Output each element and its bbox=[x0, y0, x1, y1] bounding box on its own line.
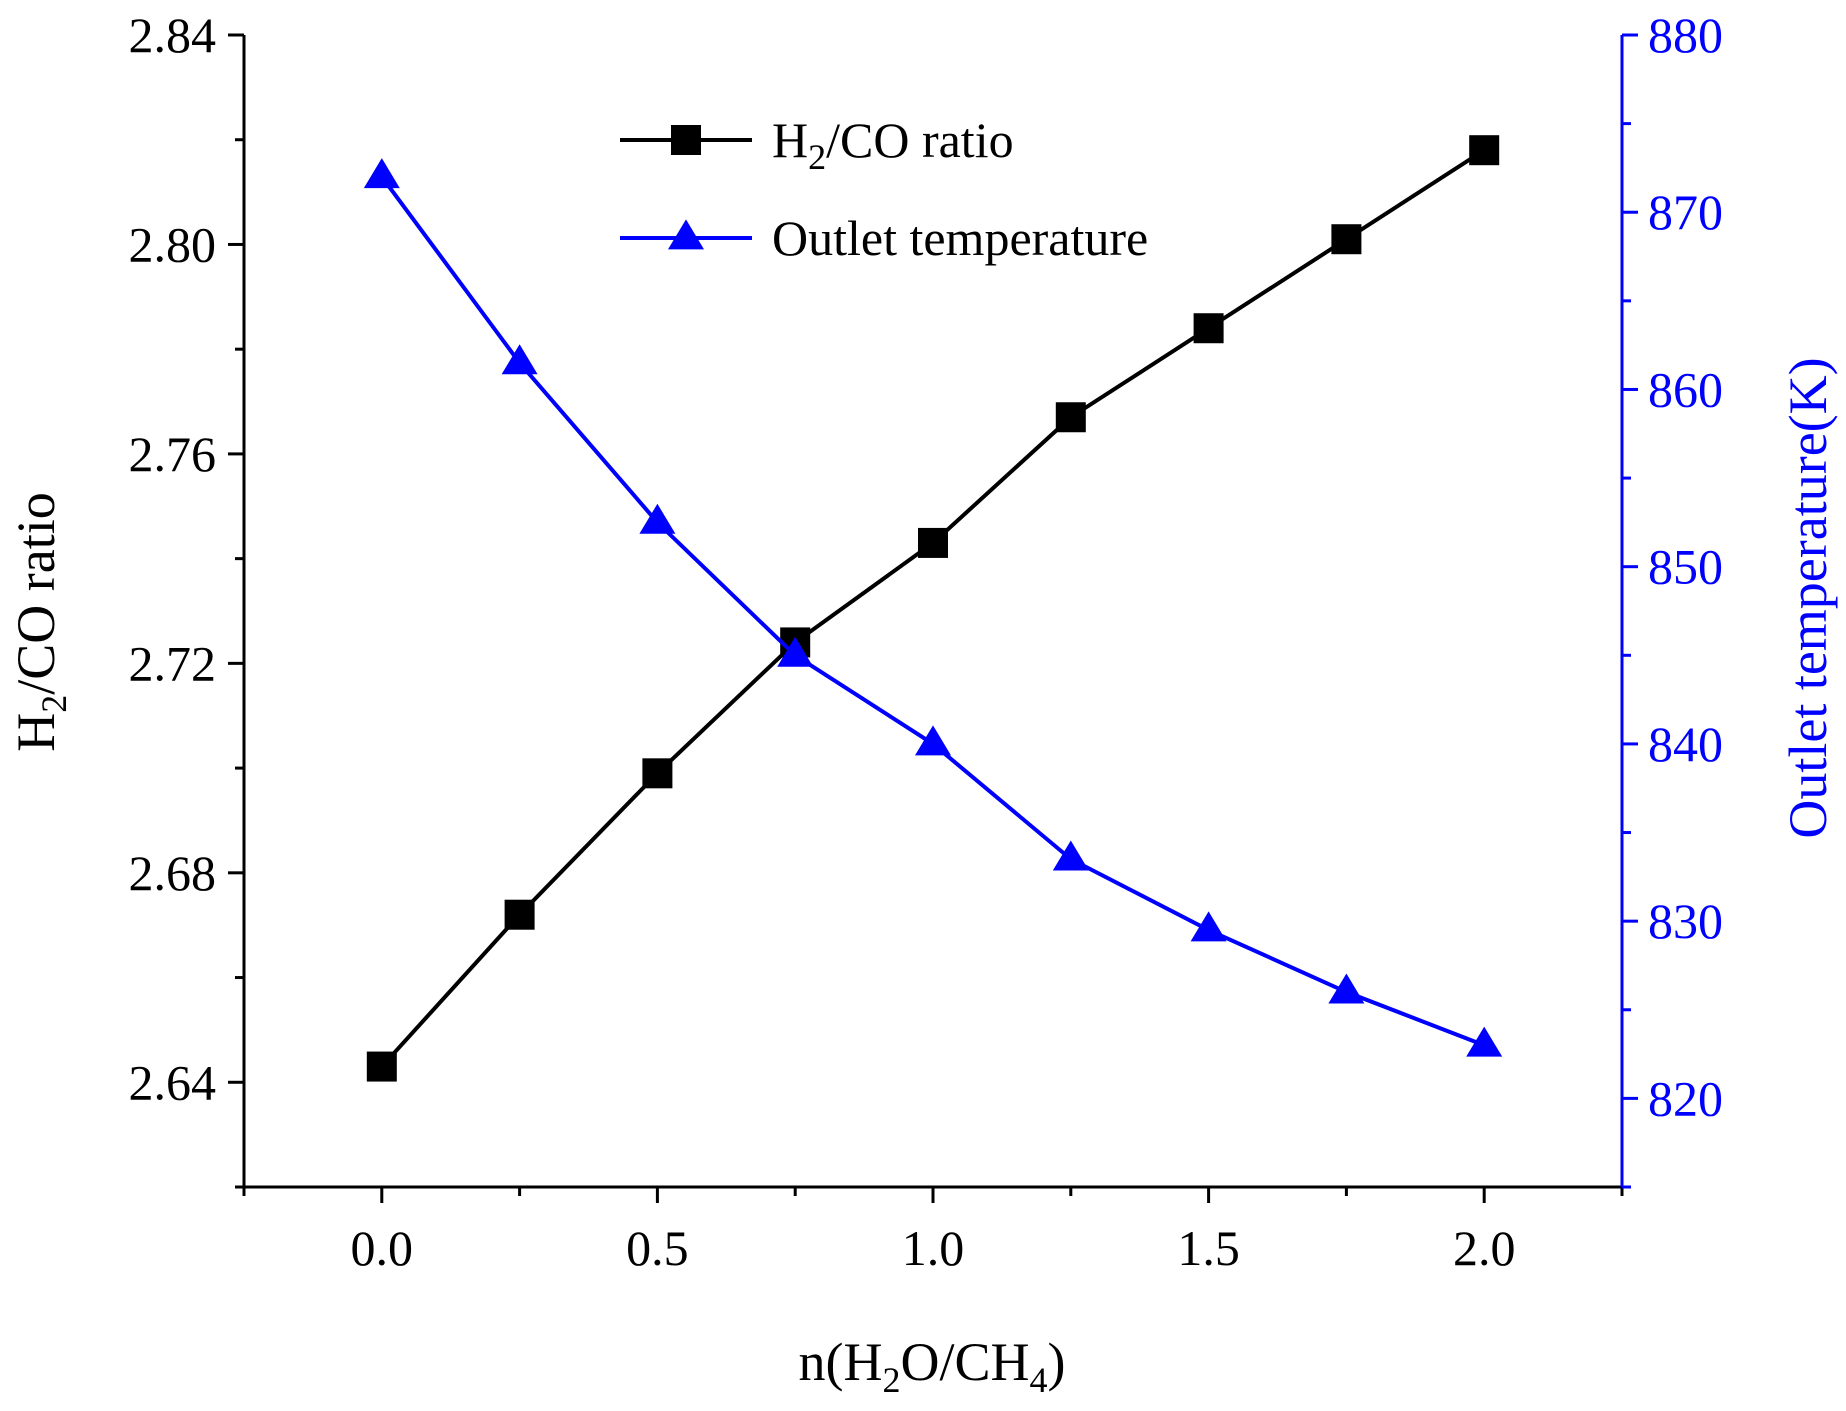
y-right-tick-label: 850 bbox=[1648, 539, 1723, 595]
legend-marker bbox=[671, 125, 701, 155]
x-tick-label: 0.5 bbox=[626, 1220, 689, 1276]
legend-item-1: Outlet temperature bbox=[620, 210, 1148, 266]
plot-frame bbox=[242, 35, 1624, 1189]
data-point bbox=[1190, 911, 1227, 942]
data-point bbox=[501, 344, 538, 375]
data-point bbox=[366, 1051, 397, 1082]
legend-label: H2/CO ratio bbox=[772, 112, 1014, 177]
data-point bbox=[639, 503, 676, 534]
data-point bbox=[1331, 224, 1362, 255]
data-point bbox=[1052, 840, 1089, 871]
y-right-tick-label: 830 bbox=[1648, 893, 1723, 949]
data-point bbox=[1466, 1026, 1503, 1057]
y-right-tick-label: 870 bbox=[1648, 184, 1723, 240]
data-point bbox=[1328, 973, 1365, 1004]
x-tick-label: 1.0 bbox=[902, 1220, 965, 1276]
legend-label: Outlet temperature bbox=[772, 210, 1148, 266]
legend: H2/CO ratio Outlet temperature bbox=[620, 112, 1148, 266]
y-right-tick-label: 860 bbox=[1648, 361, 1723, 417]
series-line bbox=[380, 175, 1485, 1048]
data-point bbox=[642, 758, 673, 789]
y-left-tick-label: 2.72 bbox=[129, 635, 217, 691]
y-left-tick-label: 2.84 bbox=[129, 7, 217, 63]
data-point bbox=[363, 158, 400, 189]
y-axis-right-title: Outlet temperature(K) bbox=[1778, 357, 1838, 838]
y-left-tick-label: 2.64 bbox=[129, 1054, 217, 1110]
y-right-tick-label: 880 bbox=[1648, 7, 1723, 63]
series-1 bbox=[363, 158, 1503, 1057]
ticks: 0.0 0.5 1.0 1.5 2.0 2.64 2.68 2.72 2.76 2.80 2.84 8… bbox=[129, 7, 1724, 1276]
y-left-tick-label: 2.76 bbox=[129, 426, 217, 482]
y-right-tick-label: 820 bbox=[1648, 1070, 1723, 1126]
x-axis-title: n(H2O/CH4) bbox=[799, 1332, 1066, 1400]
y-axis-left-title: H2/CO ratio bbox=[6, 492, 74, 751]
series-0 bbox=[366, 135, 1500, 1082]
data-point bbox=[504, 899, 535, 930]
x-tick-label: 1.5 bbox=[1177, 1220, 1240, 1276]
series bbox=[363, 135, 1503, 1082]
legend-marker bbox=[668, 219, 704, 250]
data-point bbox=[1055, 402, 1086, 433]
data-point bbox=[1193, 313, 1224, 344]
series-line bbox=[380, 148, 1486, 1068]
y-left-tick-label: 2.80 bbox=[129, 216, 217, 272]
data-point bbox=[1469, 135, 1500, 166]
data-point bbox=[777, 636, 814, 667]
data-point bbox=[915, 725, 951, 756]
x-tick-label: 2.0 bbox=[1453, 1220, 1516, 1276]
x-tick-label: 0.0 bbox=[351, 1220, 414, 1276]
y-left-tick-label: 2.68 bbox=[129, 845, 217, 901]
data-point bbox=[918, 527, 948, 558]
legend-item-0: H2/CO ratio bbox=[620, 112, 1014, 177]
y-right-tick-label: 840 bbox=[1648, 716, 1723, 772]
